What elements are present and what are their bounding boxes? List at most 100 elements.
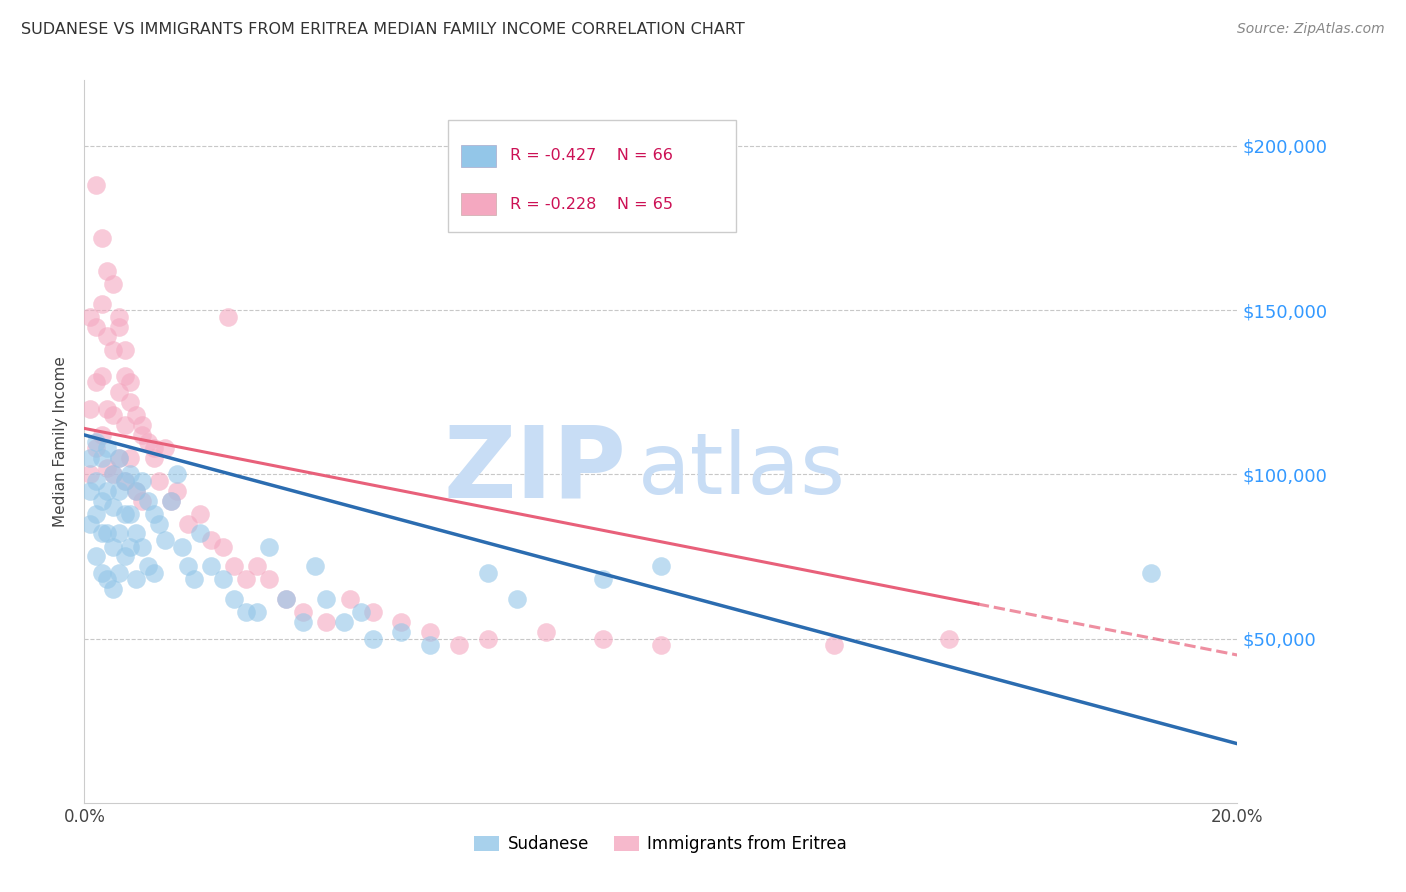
Point: [188, 507, 211, 521]
Point: [96, 329, 118, 343]
Point: [333, 615, 356, 630]
Point: [96, 401, 118, 416]
Point: [131, 428, 153, 442]
Point: [160, 493, 183, 508]
Point: [153, 533, 176, 547]
Point: [218, 310, 240, 324]
Point: [90, 368, 112, 383]
Point: [592, 632, 614, 646]
Point: [103, 500, 124, 515]
Point: [136, 434, 159, 449]
Point: [177, 559, 200, 574]
Point: [114, 474, 136, 488]
Point: [183, 573, 205, 587]
Point: [125, 409, 148, 423]
FancyBboxPatch shape: [461, 145, 496, 167]
Point: [292, 605, 315, 619]
Point: [120, 467, 142, 482]
Point: [257, 573, 280, 587]
Point: [211, 540, 233, 554]
Text: atlas: atlas: [638, 429, 846, 512]
Point: [90, 493, 112, 508]
Point: [90, 231, 112, 245]
Point: [96, 573, 118, 587]
Point: [477, 566, 499, 580]
Point: [304, 559, 326, 574]
Text: R = -0.427    N = 66: R = -0.427 N = 66: [510, 148, 672, 163]
Point: [96, 264, 118, 278]
Point: [103, 409, 124, 423]
Point: [108, 450, 131, 465]
Point: [114, 343, 136, 357]
Point: [114, 507, 136, 521]
Point: [103, 540, 124, 554]
Point: [160, 493, 183, 508]
Point: [79, 401, 101, 416]
Point: [114, 549, 136, 564]
Point: [114, 418, 136, 433]
Point: [938, 632, 960, 646]
Point: [142, 507, 165, 521]
Point: [108, 526, 131, 541]
Point: [84, 507, 107, 521]
Point: [120, 395, 142, 409]
Text: Source: ZipAtlas.com: Source: ZipAtlas.com: [1237, 22, 1385, 37]
Point: [125, 483, 148, 498]
Point: [276, 592, 298, 607]
Point: [84, 376, 107, 390]
Point: [246, 559, 269, 574]
Point: [79, 310, 101, 324]
Text: R = -0.228    N = 65: R = -0.228 N = 65: [510, 196, 673, 211]
Point: [90, 450, 112, 465]
Point: [84, 441, 107, 455]
Point: [108, 319, 131, 334]
Point: [142, 566, 165, 580]
Point: [650, 638, 672, 652]
Point: [449, 638, 471, 652]
Point: [235, 573, 257, 587]
FancyBboxPatch shape: [461, 194, 496, 215]
Point: [650, 559, 672, 574]
Point: [419, 625, 441, 640]
Point: [1140, 566, 1163, 580]
Point: [419, 638, 441, 652]
Point: [477, 632, 499, 646]
Point: [136, 493, 159, 508]
Y-axis label: Median Family Income: Median Family Income: [53, 356, 69, 527]
Point: [125, 526, 148, 541]
Point: [350, 605, 373, 619]
Point: [148, 474, 170, 488]
Point: [224, 592, 246, 607]
Point: [823, 638, 845, 652]
Point: [90, 566, 112, 580]
Point: [361, 605, 384, 619]
Point: [96, 460, 118, 475]
Point: [131, 540, 153, 554]
Point: [96, 526, 118, 541]
Point: [200, 533, 222, 547]
Point: [114, 368, 136, 383]
Point: [211, 573, 233, 587]
Point: [96, 441, 118, 455]
Point: [391, 615, 413, 630]
Point: [391, 625, 413, 640]
Point: [142, 441, 165, 455]
FancyBboxPatch shape: [447, 120, 735, 232]
Point: [235, 605, 257, 619]
Point: [90, 428, 112, 442]
Point: [84, 434, 107, 449]
Point: [84, 319, 107, 334]
Point: [315, 592, 337, 607]
Legend: Sudanese, Immigrants from Eritrea: Sudanese, Immigrants from Eritrea: [468, 828, 853, 860]
Point: [120, 540, 142, 554]
Point: [257, 540, 280, 554]
Point: [534, 625, 557, 640]
Point: [103, 467, 124, 482]
Point: [120, 376, 142, 390]
Point: [276, 592, 298, 607]
Point: [120, 450, 142, 465]
Point: [136, 559, 159, 574]
Point: [224, 559, 246, 574]
Point: [103, 277, 124, 291]
Point: [90, 296, 112, 310]
